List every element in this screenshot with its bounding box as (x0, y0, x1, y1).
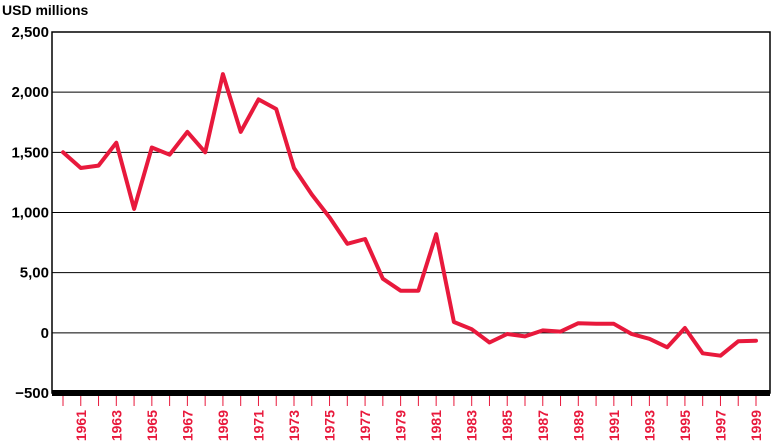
x-tick-label: 1981 (428, 410, 444, 441)
x-tick-label: 1987 (535, 410, 551, 441)
x-axis-ticks: 1961 1963 1965 1967 1969 1971 1973 1975 1977 1979… (62, 396, 764, 441)
x-tick-label: 1977 (357, 410, 373, 441)
x-tick-label: 1991 (606, 410, 622, 441)
x-tick-label: 1967 (179, 410, 195, 441)
y-axis-label: USD millions (2, 2, 89, 18)
x-tick-label: 1993 (641, 410, 657, 441)
y-axis-ticks: 2,500 2,000 1,500 1,000 5,00 0 −500 (11, 24, 49, 402)
x-tick-label: 1999 (748, 410, 764, 441)
x-tick-label: 1997 (712, 410, 728, 441)
y-tick-label: 2,000 (11, 84, 49, 101)
x-tick-label: 1965 (144, 410, 160, 441)
y-tick-label: −500 (15, 385, 49, 402)
x-tick-label: 1961 (73, 410, 89, 441)
gridlines (52, 91, 770, 334)
y-tick-label: 1,500 (11, 144, 49, 161)
y-tick-label: 0 (41, 325, 49, 342)
x-tick-label: 1995 (677, 410, 693, 441)
x-tick-label: 1971 (250, 410, 266, 441)
y-tick-label: 5,00 (20, 265, 49, 282)
y-tick-label: 2,500 (11, 24, 49, 41)
y-tick-label: 1,000 (11, 205, 49, 222)
x-tick-label: 1973 (286, 410, 302, 441)
x-tick-label: 1989 (570, 410, 586, 441)
x-tick-label: 1985 (499, 410, 515, 441)
x-axis-band (52, 390, 770, 396)
x-tick-label: 1963 (108, 410, 124, 441)
x-tick-label: 1969 (215, 410, 231, 441)
x-tick-label: 1983 (464, 410, 480, 441)
x-tick-label: 1975 (322, 410, 338, 441)
series-line (61, 72, 758, 358)
x-tick-label: 1979 (393, 410, 409, 441)
